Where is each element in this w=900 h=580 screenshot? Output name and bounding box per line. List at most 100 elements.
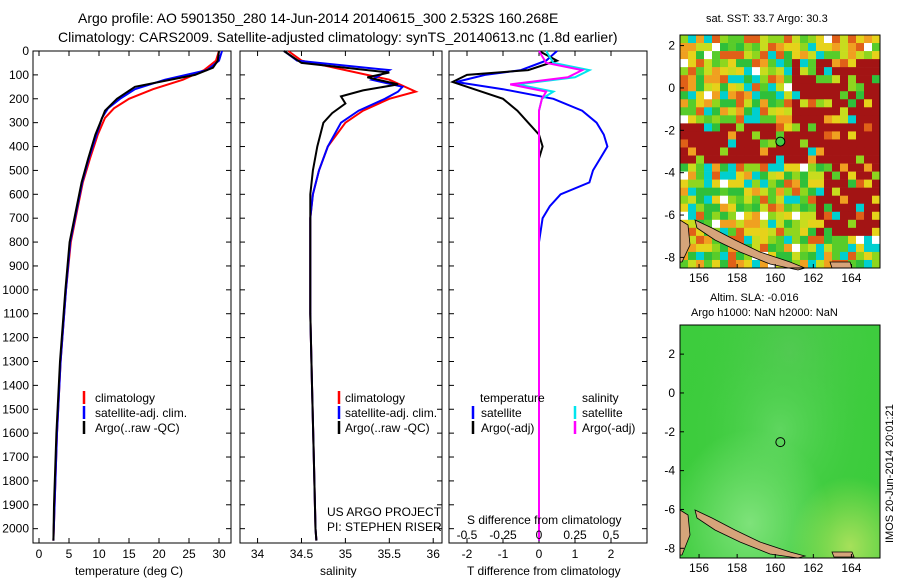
heatmap-cell [688, 219, 697, 229]
heatmap-cell [712, 59, 721, 68]
heatmap-cell [864, 67, 873, 76]
heatmap-cell [864, 251, 873, 261]
heatmap-cell [824, 195, 833, 205]
y-tick-label: -4 [664, 464, 675, 478]
y-tick-label: 0 [22, 44, 29, 58]
heatmap-cell [720, 147, 729, 156]
heatmap-cell [688, 75, 697, 84]
x-tick-label: 158 [727, 271, 747, 285]
heatmap-cell [856, 131, 865, 140]
heatmap-cell [800, 75, 809, 84]
salinity-legend: climatology satellite-adj. clim. Argo(..… [337, 391, 437, 435]
heatmap-cell [856, 163, 865, 172]
heatmap-cell [856, 123, 865, 132]
y-tick-label: -6 [664, 502, 675, 516]
heatmap-cell [720, 195, 729, 205]
heatmap-cell [808, 227, 817, 237]
heatmap-cell [792, 51, 801, 60]
heatmap-cell [872, 99, 881, 108]
heatmap-cell [768, 243, 777, 253]
heatmap-cell [760, 107, 769, 116]
heatmap-cell [824, 155, 833, 164]
heatmap-cell [768, 211, 777, 221]
heatmap-cell [760, 187, 769, 196]
legend-s-argo: Argo(-adj) [582, 421, 635, 435]
heatmap-cell [800, 155, 809, 164]
heatmap-cell [688, 91, 697, 100]
heatmap-cell [760, 75, 769, 84]
heatmap-cell [792, 115, 801, 124]
heatmap-cell [768, 195, 777, 205]
heatmap-cell [872, 75, 881, 84]
heatmap-cell [856, 147, 865, 156]
heatmap-cell [720, 99, 729, 108]
heatmap-cell [768, 83, 777, 92]
heatmap-cell [776, 219, 785, 229]
heatmap-cell [784, 115, 793, 124]
heatmap-cell [832, 219, 841, 229]
heatmap-cell [760, 131, 769, 140]
y-tick-label: 1300 [2, 354, 29, 368]
heatmap-cell [728, 131, 737, 140]
heatmap-cell [856, 67, 865, 76]
heatmap-cell [856, 227, 865, 237]
heatmap-cell [824, 243, 833, 253]
heatmap-cell [736, 259, 745, 269]
heatmap-cell [816, 243, 825, 253]
heatmap-cell [760, 155, 769, 164]
heatmap-cell [800, 235, 809, 245]
heatmap-cell [840, 235, 849, 245]
heatmap-cell [680, 195, 689, 205]
heatmap-cell [824, 83, 833, 92]
heatmap-cell [768, 75, 777, 84]
heatmap-cell [744, 107, 753, 116]
heatmap-cell [744, 59, 753, 68]
heatmap-cell [760, 203, 769, 213]
heatmap-cell [784, 187, 793, 196]
x-tick-label: 156 [689, 561, 709, 575]
heatmap-cell [848, 179, 857, 188]
heatmap-cell [864, 243, 873, 253]
difference-frame [448, 50, 648, 544]
heatmap-cell [712, 67, 721, 76]
heatmap-cell [792, 203, 801, 213]
heatmap-cell [872, 171, 881, 180]
heatmap-cell [816, 187, 825, 196]
heatmap-cell [760, 59, 769, 68]
heatmap-cell [688, 131, 697, 140]
x-tick-label: 160 [765, 271, 785, 285]
heatmap-cell [848, 43, 857, 52]
heatmap-cell [712, 83, 721, 92]
heatmap-cell [800, 35, 809, 44]
heatmap-cell [736, 59, 745, 68]
heatmap-cell [680, 59, 689, 68]
heatmap-cell [856, 155, 865, 164]
heatmap-cell [784, 171, 793, 180]
heatmap-cell [784, 139, 793, 148]
heatmap-cell [848, 171, 857, 180]
legend-t-argo: Argo(-adj) [481, 421, 534, 435]
heatmap-cell [784, 203, 793, 213]
heatmap-cell [752, 99, 761, 108]
x-tick-label: 15 [122, 547, 136, 561]
heatmap-cell [824, 211, 833, 221]
heatmap-cell [752, 235, 761, 245]
heatmap-cell [728, 251, 737, 261]
heatmap-cell [792, 83, 801, 92]
heatmap-cell [784, 67, 793, 76]
heatmap-cell [752, 147, 761, 156]
heatmap-cell [768, 91, 777, 100]
heatmap-cell [776, 67, 785, 76]
heatmap-cell [752, 211, 761, 221]
salinity-tick-label: -0.25 [489, 528, 517, 542]
heatmap-cell [728, 259, 737, 269]
y-tick-label: 1500 [2, 402, 29, 416]
heatmap-cell [792, 139, 801, 148]
y-tick-label: 800 [9, 235, 29, 249]
heatmap-cell [688, 227, 697, 237]
heatmap-cell [856, 195, 865, 205]
heatmap-cell [816, 227, 825, 237]
heatmap-cell [768, 43, 777, 52]
heatmap-cell [712, 123, 721, 132]
heatmap-cell [824, 227, 833, 237]
